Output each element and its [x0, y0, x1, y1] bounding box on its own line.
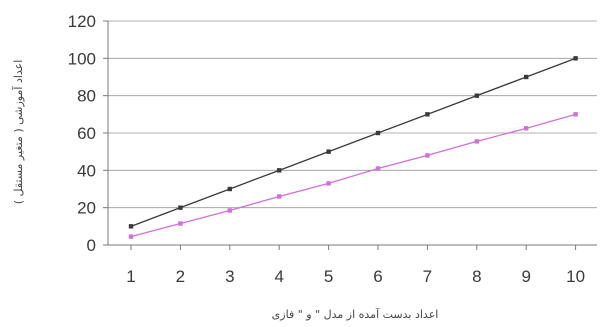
x-tick-label-10: 10 — [566, 267, 585, 286]
gridlines — [108, 20, 597, 209]
y-tick-label-80: 80 — [77, 87, 96, 106]
y-tick-label-60: 60 — [77, 124, 96, 143]
series-2-point-3 — [227, 208, 232, 213]
x-tick-label-2: 2 — [176, 267, 185, 286]
series-1-point-9 — [524, 74, 529, 80]
series-2-point-2 — [178, 221, 183, 226]
x-tick-label-4: 4 — [274, 267, 283, 286]
series-1-point-8 — [474, 93, 479, 98]
series-1-point-6 — [375, 130, 381, 136]
series-1-line — [130, 57, 576, 227]
series-1-point-3 — [227, 186, 232, 192]
axes — [103, 20, 597, 250]
series-2-point-6 — [375, 166, 381, 171]
series-2-point-1 — [128, 234, 134, 239]
y-tick-label-0: 0 — [87, 236, 96, 255]
y-tick-label-100: 100 — [68, 49, 96, 68]
series-2-point-8 — [474, 139, 479, 144]
y-tick-labels: 0 20 40 60 80 100 120 — [68, 12, 96, 255]
series-2-point-4 — [277, 194, 282, 199]
x-axis-label: اعداد بدست آمده از مدل " و " فازی — [272, 307, 439, 321]
series-1-point-7 — [425, 112, 430, 117]
series-1-point-2 — [178, 205, 183, 210]
x-tick-label-5: 5 — [324, 267, 333, 286]
x-tick-label-8: 8 — [472, 267, 481, 286]
x-tick-label-3: 3 — [225, 267, 234, 286]
x-tick-label-9: 9 — [521, 267, 530, 286]
x-tick-label-6: 6 — [373, 267, 382, 286]
series-1-point-10 — [573, 56, 578, 61]
series-1-point-5 — [326, 149, 331, 154]
y-tick-label-120: 120 — [68, 12, 96, 31]
x-tick-label-7: 7 — [423, 267, 432, 286]
series-2-point-7 — [425, 153, 430, 158]
series-2-line — [130, 113, 576, 238]
series — [128, 56, 578, 239]
x-tick-labels: 1 2 3 4 5 6 7 8 9 10 — [126, 267, 585, 286]
series-2-point-5 — [326, 181, 331, 186]
series-2-point-9 — [524, 126, 529, 131]
y-tick-label-40: 40 — [77, 161, 96, 180]
series-1-point-4 — [277, 168, 282, 173]
y-axis-label: اعداد آموزشی ( متغیر مستقل ) — [11, 60, 25, 205]
series-1-point-1 — [128, 224, 134, 229]
x-tick-label-1: 1 — [126, 267, 135, 286]
y-tick-label-20: 20 — [77, 199, 96, 218]
series-2-point-10 — [573, 112, 578, 117]
